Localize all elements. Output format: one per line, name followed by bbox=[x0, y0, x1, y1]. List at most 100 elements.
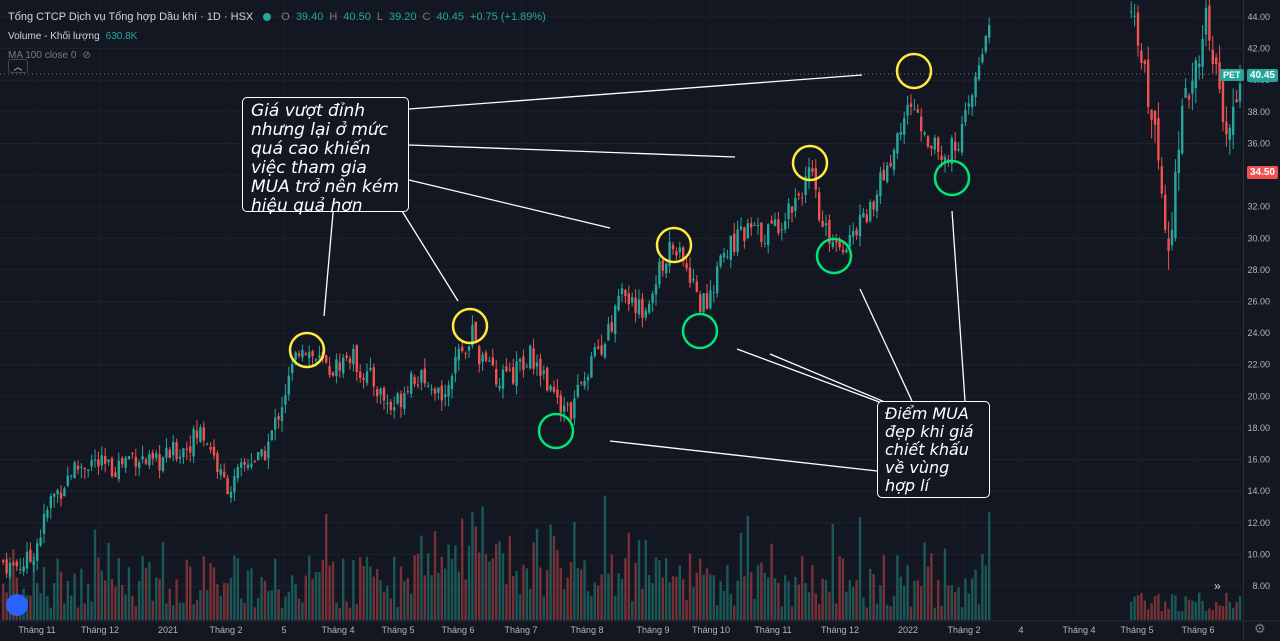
overbought-circle bbox=[655, 226, 693, 264]
volume-bar bbox=[1184, 596, 1187, 620]
x-axis: Tháng 11 Tháng 12 2021 Tháng 2 5 Tháng 4 Tháng… bbox=[18, 625, 1214, 635]
candle-body bbox=[15, 561, 18, 567]
price-axis[interactable] bbox=[1243, 0, 1280, 641]
volume-bar bbox=[671, 576, 675, 620]
candle-body bbox=[882, 169, 885, 180]
volume-bar bbox=[729, 594, 732, 620]
candle-body bbox=[114, 472, 117, 477]
candle-body bbox=[580, 382, 583, 384]
candle-body bbox=[209, 446, 212, 450]
volume-bar bbox=[335, 602, 338, 620]
candle-body bbox=[53, 493, 56, 497]
candle-body bbox=[855, 229, 858, 236]
volume-bar bbox=[131, 595, 134, 620]
volume-bar bbox=[967, 593, 970, 620]
volume-bar bbox=[661, 577, 664, 620]
symbol-title[interactable]: Tổng CTCP Dịch vụ Tổng hợp Dầu khí · 1D … bbox=[8, 11, 254, 23]
candle-body bbox=[1143, 60, 1146, 65]
volume-bar bbox=[957, 587, 960, 620]
volume-bar bbox=[1191, 600, 1194, 620]
volume-bar bbox=[240, 598, 243, 620]
candle-body bbox=[1191, 80, 1194, 94]
candle-body bbox=[1153, 110, 1157, 125]
volume-bar bbox=[427, 553, 430, 620]
volume-bar bbox=[981, 554, 984, 620]
y-tick-label: 44.00 bbox=[1247, 12, 1270, 22]
candle-body bbox=[66, 475, 69, 486]
volume-bar bbox=[566, 577, 569, 620]
candle-body bbox=[229, 491, 233, 498]
volume-bar bbox=[1215, 601, 1218, 620]
candle-body bbox=[722, 252, 726, 258]
y-tick-label: 10.00 bbox=[1247, 549, 1270, 559]
volume-bar bbox=[610, 554, 613, 620]
y-tick-label: 8.00 bbox=[1252, 581, 1270, 591]
logo-icon[interactable] bbox=[6, 594, 28, 616]
candle-body bbox=[926, 136, 930, 147]
volume-bar bbox=[705, 568, 709, 620]
volume-label[interactable]: Volume - Khối lượng bbox=[8, 31, 100, 42]
candle-body bbox=[869, 202, 872, 221]
volume-bar bbox=[784, 575, 787, 620]
candle-body bbox=[746, 223, 749, 238]
buy-point-circle bbox=[537, 412, 575, 450]
volume-bar bbox=[580, 569, 583, 620]
candle-body bbox=[199, 427, 202, 442]
volume-bar bbox=[974, 569, 977, 620]
volume-bar bbox=[144, 568, 148, 620]
volume-bar bbox=[488, 561, 491, 620]
volume-bar bbox=[760, 562, 763, 620]
candle-body bbox=[1130, 11, 1133, 13]
candle-body bbox=[464, 353, 467, 355]
candle-body bbox=[97, 459, 100, 467]
volume-bar bbox=[586, 591, 590, 620]
candle-body bbox=[607, 324, 610, 341]
candle-body bbox=[393, 407, 396, 411]
volume-bar bbox=[634, 562, 637, 620]
candle-body bbox=[977, 65, 981, 80]
candle-body bbox=[495, 369, 498, 385]
candle-body bbox=[692, 278, 695, 281]
volume-bar bbox=[274, 558, 277, 620]
candle-body bbox=[726, 256, 729, 258]
candle-body bbox=[457, 348, 460, 361]
last-price-tag: 40.45 bbox=[1246, 69, 1278, 82]
candle-body bbox=[158, 454, 161, 471]
volume-bar bbox=[423, 575, 426, 620]
volume-bar bbox=[512, 576, 515, 620]
candle-body bbox=[1235, 99, 1238, 102]
gear-icon[interactable]: ⚙ bbox=[1254, 621, 1266, 636]
candle-body bbox=[437, 387, 440, 393]
volume-bar bbox=[644, 539, 647, 620]
volume-bar bbox=[631, 601, 634, 620]
annotation-circles bbox=[288, 52, 971, 450]
close-value: 40.45 bbox=[436, 11, 464, 23]
candle-body bbox=[610, 322, 613, 332]
candle-body bbox=[967, 103, 970, 107]
volume-bar bbox=[722, 590, 726, 620]
volume-bar bbox=[406, 578, 409, 620]
candle-body bbox=[685, 263, 688, 269]
volume-bar bbox=[87, 583, 90, 620]
candle-body bbox=[134, 456, 137, 467]
chevron-up-icon[interactable]: ︿ bbox=[8, 59, 28, 73]
eye-off-icon[interactable]: ⊘ bbox=[82, 50, 91, 61]
ma-label[interactable]: MA 100 close 0 bbox=[8, 50, 77, 61]
volume-bar bbox=[447, 544, 450, 620]
candle-body bbox=[549, 385, 552, 391]
volume-bar bbox=[889, 606, 892, 620]
volume-bar bbox=[1194, 601, 1197, 620]
volume-bar bbox=[525, 568, 528, 620]
candle-body bbox=[2, 560, 5, 563]
candle-body bbox=[246, 464, 250, 468]
volume-bar bbox=[253, 607, 256, 620]
high-value: 40.50 bbox=[343, 11, 371, 23]
candle-body bbox=[83, 467, 86, 470]
volume-bar bbox=[393, 556, 396, 620]
volume-bar bbox=[559, 568, 562, 620]
volume-bar bbox=[702, 574, 705, 620]
double-chevron-right-icon[interactable]: » bbox=[1214, 579, 1221, 593]
volume-bar bbox=[359, 557, 362, 620]
volume-bar bbox=[134, 606, 137, 620]
